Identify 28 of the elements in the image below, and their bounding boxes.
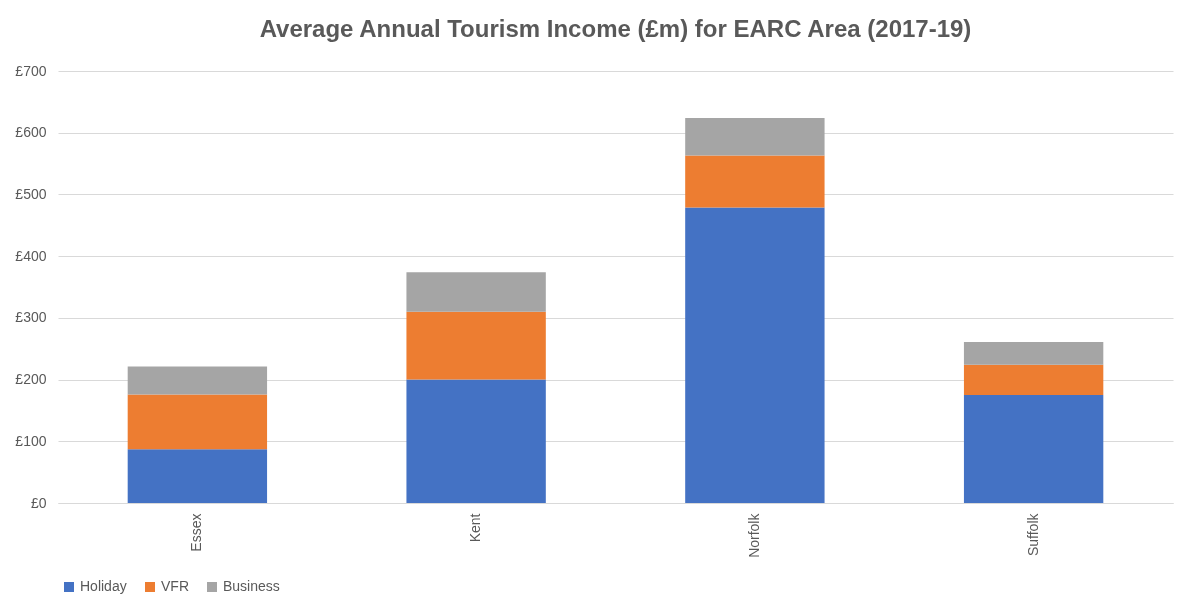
x-tick-label: Essex — [188, 513, 205, 552]
bar — [406, 272, 546, 312]
y-tick-label: £0 — [30, 494, 47, 511]
y-tick-label: £300 — [15, 309, 47, 326]
bar — [685, 207, 825, 503]
bar — [963, 341, 1104, 365]
bar — [406, 379, 546, 503]
y-tick-label: £600 — [15, 124, 47, 141]
bar — [406, 311, 546, 380]
chart-title: Average Annual Tourism Income (£m) for EARC Area (2017-19) — [259, 15, 972, 42]
y-tick-label: £700 — [15, 62, 47, 79]
x-tick-label: Kent — [467, 513, 484, 543]
bar — [963, 395, 1104, 503]
legend-label: Business — [223, 578, 280, 594]
bar — [963, 364, 1104, 395]
y-tick-label: £100 — [15, 432, 47, 449]
y-tick-label: £200 — [15, 371, 47, 388]
y-tick-label: £500 — [15, 185, 47, 202]
bar — [127, 366, 268, 395]
x-tick-label: Norfolk — [745, 512, 762, 558]
bar — [127, 449, 268, 503]
x-tick-label: Suffolk — [1024, 512, 1041, 557]
legend-label: VFR — [161, 578, 189, 594]
bar — [127, 394, 268, 450]
bar — [685, 155, 825, 208]
y-tick-label: £400 — [15, 247, 47, 264]
bar — [685, 117, 825, 156]
legend-label: Holiday — [80, 578, 127, 594]
